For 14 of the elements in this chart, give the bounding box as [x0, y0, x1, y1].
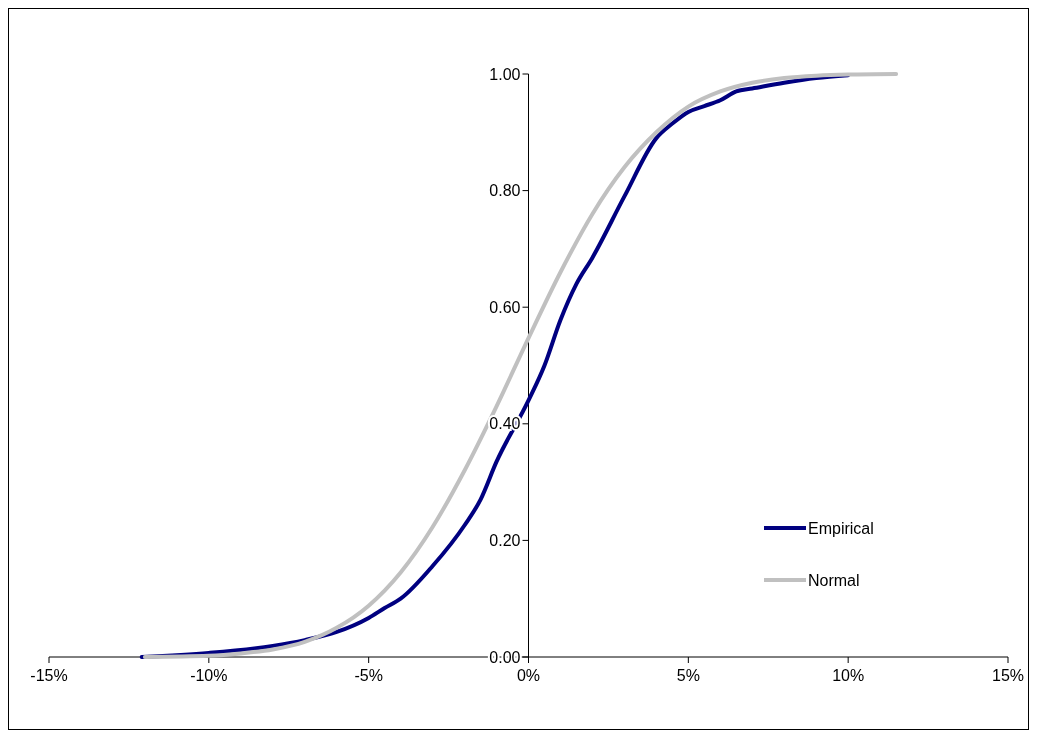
legend-label: Normal — [808, 571, 860, 589]
x-tick-label: 15% — [991, 667, 1025, 684]
y-tick-label: 0.60 — [489, 298, 521, 316]
x-tick-label: -10% — [190, 667, 228, 684]
x-tick-label: 10% — [832, 667, 865, 684]
x-tick-label: -15% — [30, 667, 68, 684]
x-tick-label: 0% — [516, 667, 541, 684]
y-tick-label: 0.20 — [489, 532, 521, 549]
legend-label: Empirical — [808, 519, 874, 537]
x-tick-label: 5% — [676, 667, 700, 684]
y-tick-label: 0.80 — [489, 182, 521, 200]
y-tick-label: 0.00 — [489, 648, 521, 666]
x-tick-label: -5% — [354, 667, 383, 684]
y-tick-label: 1.00 — [489, 65, 521, 83]
